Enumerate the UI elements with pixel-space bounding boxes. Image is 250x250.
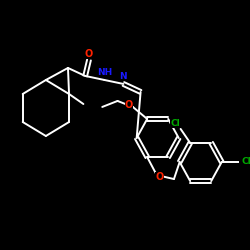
Text: N: N bbox=[120, 72, 127, 82]
Text: NH: NH bbox=[97, 68, 112, 78]
Text: O: O bbox=[125, 100, 133, 110]
Text: O: O bbox=[156, 172, 164, 182]
Text: Cl: Cl bbox=[170, 120, 180, 128]
Text: O: O bbox=[85, 49, 93, 59]
Text: Cl: Cl bbox=[242, 158, 250, 166]
